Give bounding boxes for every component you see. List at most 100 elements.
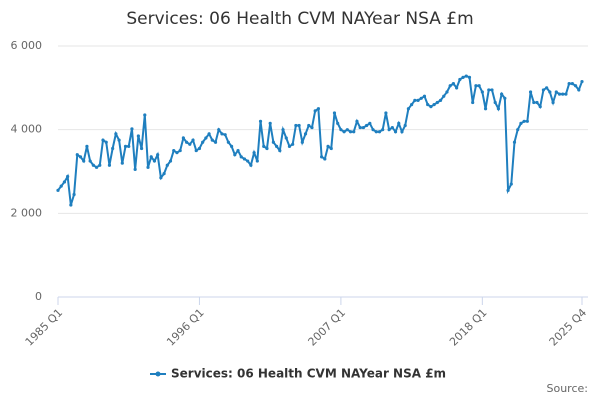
point bbox=[374, 130, 378, 134]
point bbox=[445, 90, 449, 94]
x-tick-label: 1996 Q1 bbox=[164, 306, 207, 349]
point bbox=[275, 144, 279, 148]
point bbox=[262, 144, 266, 148]
point bbox=[390, 125, 394, 130]
point bbox=[381, 128, 385, 132]
point bbox=[365, 123, 369, 128]
point bbox=[519, 121, 523, 125]
point bbox=[175, 151, 179, 155]
point bbox=[82, 159, 86, 163]
point bbox=[316, 107, 320, 111]
point bbox=[236, 148, 240, 153]
point bbox=[223, 133, 227, 137]
point bbox=[91, 163, 95, 167]
point bbox=[59, 184, 63, 188]
point bbox=[239, 155, 243, 159]
point bbox=[172, 148, 176, 153]
point bbox=[323, 157, 327, 161]
point bbox=[300, 140, 304, 144]
point bbox=[149, 155, 153, 159]
point bbox=[258, 119, 263, 123]
point bbox=[429, 105, 433, 109]
point bbox=[213, 140, 218, 144]
source: Source: bbox=[547, 382, 589, 395]
point bbox=[509, 182, 513, 186]
point bbox=[538, 105, 542, 109]
point bbox=[242, 157, 247, 161]
point bbox=[361, 125, 365, 130]
point bbox=[490, 88, 494, 92]
point bbox=[358, 125, 362, 130]
point bbox=[471, 100, 475, 105]
point bbox=[535, 100, 539, 105]
point bbox=[94, 165, 99, 169]
point bbox=[233, 153, 237, 157]
point bbox=[159, 176, 163, 180]
point bbox=[139, 146, 144, 151]
point bbox=[133, 167, 137, 172]
point bbox=[348, 130, 353, 134]
point bbox=[336, 121, 340, 125]
point bbox=[403, 123, 407, 128]
point bbox=[387, 128, 391, 132]
point bbox=[98, 163, 102, 167]
point bbox=[271, 140, 275, 144]
y-tick-label: 0 bbox=[35, 290, 42, 303]
point bbox=[503, 96, 507, 100]
point bbox=[252, 151, 256, 155]
point bbox=[516, 128, 520, 132]
point bbox=[101, 138, 105, 142]
point bbox=[551, 100, 555, 105]
legend-label: Services: 06 Health CVM NAYear NSA £m bbox=[171, 367, 446, 381]
point bbox=[294, 123, 298, 128]
point bbox=[422, 94, 427, 98]
point bbox=[191, 138, 195, 142]
point bbox=[545, 86, 549, 90]
point bbox=[400, 130, 404, 134]
point bbox=[397, 121, 401, 125]
point bbox=[143, 113, 147, 117]
point bbox=[114, 132, 118, 136]
point bbox=[168, 159, 173, 163]
point bbox=[458, 77, 462, 82]
point bbox=[120, 161, 124, 165]
point bbox=[548, 90, 552, 94]
point bbox=[278, 148, 282, 153]
point bbox=[217, 128, 221, 132]
point bbox=[567, 82, 571, 86]
point bbox=[487, 88, 491, 92]
y-tick-label: 4 000 bbox=[11, 123, 43, 136]
point bbox=[313, 109, 317, 113]
x-tick-label: 2007 Q1 bbox=[306, 306, 349, 349]
y-tick-label: 6 000 bbox=[11, 39, 43, 52]
point bbox=[249, 163, 253, 167]
point bbox=[104, 140, 108, 144]
point bbox=[265, 146, 269, 151]
point bbox=[220, 132, 224, 136]
point bbox=[512, 140, 517, 144]
point bbox=[506, 188, 510, 192]
point bbox=[69, 203, 73, 207]
point bbox=[255, 159, 259, 163]
point bbox=[303, 132, 308, 136]
point bbox=[178, 148, 182, 153]
point bbox=[66, 174, 70, 179]
point bbox=[194, 148, 198, 153]
point bbox=[111, 146, 115, 151]
legend-marker bbox=[155, 371, 161, 377]
point bbox=[419, 96, 423, 100]
point bbox=[493, 100, 497, 105]
point bbox=[467, 75, 472, 79]
point bbox=[107, 163, 112, 167]
point bbox=[165, 163, 169, 167]
point bbox=[528, 90, 533, 94]
point bbox=[75, 153, 79, 157]
point bbox=[561, 92, 565, 96]
point bbox=[393, 130, 398, 134]
point bbox=[461, 75, 465, 79]
point bbox=[413, 98, 417, 102]
point bbox=[406, 107, 411, 111]
point bbox=[410, 102, 414, 107]
point bbox=[573, 84, 578, 88]
point bbox=[268, 121, 272, 125]
